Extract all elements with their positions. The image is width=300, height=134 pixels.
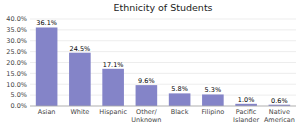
x-tick-label: Black [171,108,189,116]
x-tick-label: Other/Unknown [131,108,161,124]
data-label: 17.1% [103,61,124,69]
y-tick-label: 0.0% [10,102,27,110]
data-label: 5.3% [205,86,222,94]
x-tick-label: White [70,108,89,116]
bar [169,93,191,106]
grid-line [30,106,296,107]
x-tick-label-line: Unknown [131,116,161,124]
x-tick-label: PacificIslander [233,108,259,124]
y-tick-label: 25.0% [6,48,27,56]
data-label: 1.0% [238,96,255,104]
grid-line [30,19,296,20]
data-label: 5.8% [171,85,188,93]
x-tick-label-line: Hispanic [99,108,127,116]
x-tick-label-line: Filipino [202,108,225,116]
y-tick-label: 20.0% [6,59,27,67]
x-tick-label: Hispanic [99,108,127,116]
x-tick-label: NativeAmerican [264,108,295,124]
bar [136,85,158,106]
y-tick-label: 15.0% [6,70,27,78]
x-tick-label: Filipino [202,108,225,116]
x-tick-label-line: Islander [233,116,259,124]
y-tick-label: 40.0% [6,15,27,23]
x-tick-label-line: Black [171,108,189,116]
x-tick-label-line: American [264,116,295,124]
chart: Ethnicity of Students 0.0% 5.0% 10.0% 15.0% 2… [0,0,300,134]
bar [102,69,124,106]
data-label: 0.6% [271,97,288,105]
grid-line [30,29,296,30]
x-tick-label-line: White [70,108,89,116]
x-tick-label-line: Asian [38,108,56,116]
data-label: 24.5% [70,45,91,53]
x-axis-line [30,106,296,107]
y-tick-label: 10.0% [6,81,27,89]
grid-line [30,40,296,41]
title: Ethnicity of Students [113,2,212,13]
bar [69,53,91,106]
data-label: 9.6% [138,77,155,85]
x-tick-label: Asian [38,108,56,116]
y-tick-label: 5.0% [10,91,27,99]
y-tick-label: 30.0% [6,37,27,45]
bars [36,27,290,106]
y-tick-label: 35.0% [6,26,27,34]
bar [202,94,224,106]
page: {"chart_data": {"type": "bar", "title": … [0,0,300,134]
data-label: 36.1% [36,19,57,27]
bar [36,27,58,106]
